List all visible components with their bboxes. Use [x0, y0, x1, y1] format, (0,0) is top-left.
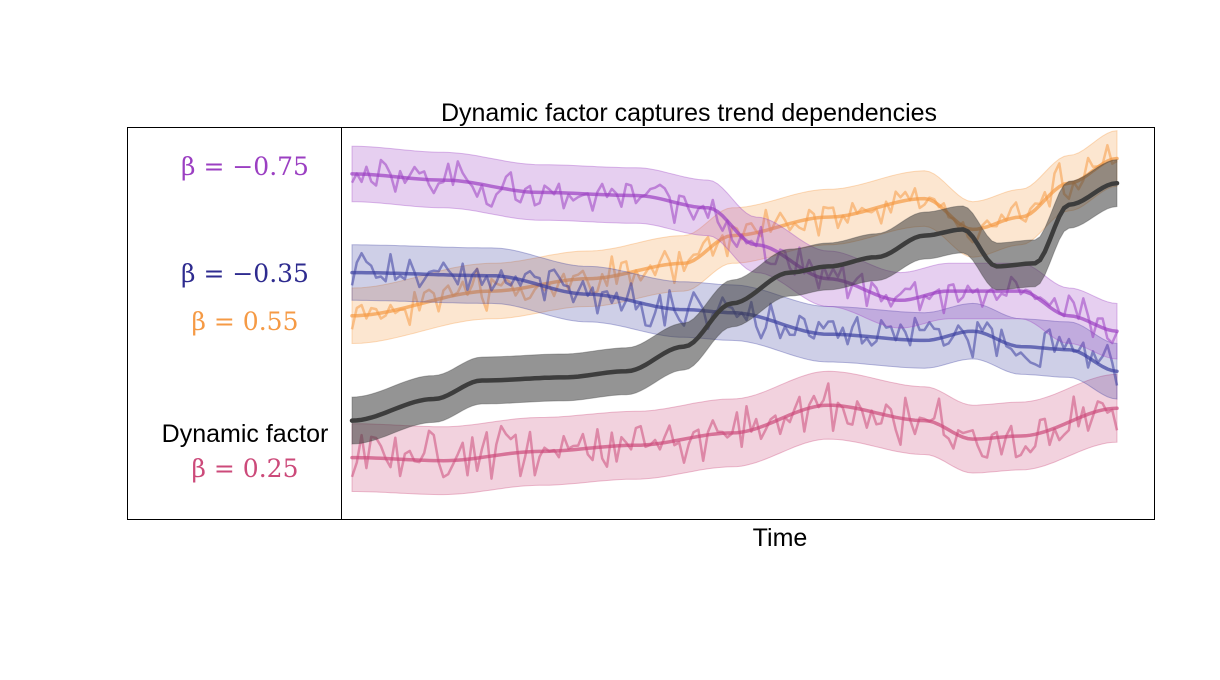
label-beta-025: β = 0.25	[192, 454, 299, 483]
trend-beta_055	[350, 156, 1119, 318]
chart-title: Dynamic factor captures trend dependenci…	[441, 99, 937, 127]
x-axis-label: Time	[753, 524, 808, 552]
label-beta-m035: β = −0.35	[181, 259, 309, 288]
observed-beta_025	[350, 382, 1119, 480]
trend-beta_025	[350, 403, 1119, 463]
trend-beta_m075	[350, 172, 1119, 333]
series-beta_m075	[350, 145, 1119, 360]
label-dynamic-factor: Dynamic factor	[162, 420, 329, 448]
label-beta-m075: β = −0.75	[181, 152, 309, 181]
band-beta_m075	[351, 145, 1118, 360]
plot-area	[349, 130, 1120, 496]
series-factor	[349, 159, 1120, 445]
trend-factor	[349, 180, 1120, 423]
series-beta_025	[350, 370, 1119, 496]
legend-panel: β = −0.75 β = −0.35 β = 0.55 Dynamic fac…	[162, 152, 329, 483]
label-beta-055: β = 0.55	[192, 307, 299, 336]
outer-frame	[127, 127, 1155, 520]
